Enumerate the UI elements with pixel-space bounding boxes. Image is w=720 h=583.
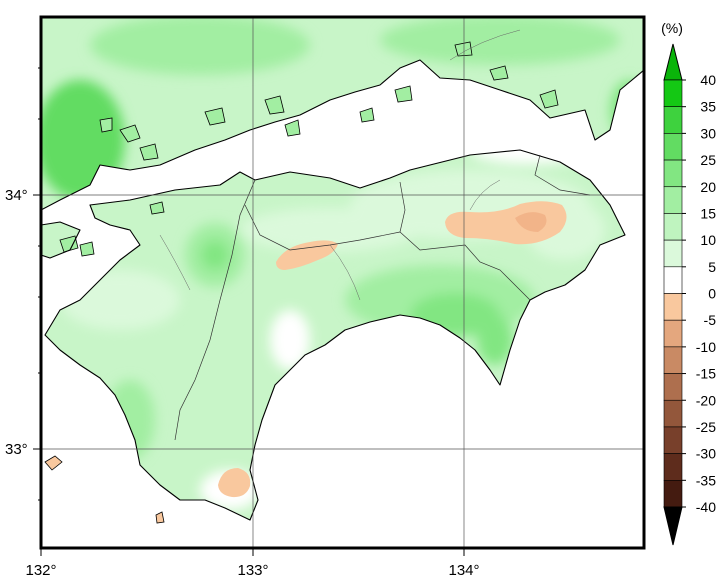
colorbar-swatch xyxy=(663,373,683,401)
colorbar-swatch xyxy=(663,293,683,321)
lon-tick-label: 132° xyxy=(25,562,56,579)
rivers xyxy=(159,29,521,301)
colorbar-label: -10 xyxy=(696,339,716,355)
frame-ticks xyxy=(33,67,465,556)
colorbar-label: 0 xyxy=(708,286,716,302)
lon-tick-label: 133° xyxy=(237,562,268,579)
colorbar-label: 10 xyxy=(700,232,716,248)
colorbar-label: 20 xyxy=(700,179,716,195)
colorbar-swatch xyxy=(663,480,683,508)
colorbar-label: -15 xyxy=(696,366,716,382)
lon-tick-labels: 132° 133° 134° xyxy=(25,562,479,579)
land-surface xyxy=(41,17,644,520)
lat-tick-labels: 34° 33° xyxy=(5,187,28,458)
lat-tick-label: 34° xyxy=(5,187,28,204)
colorbar-swatch xyxy=(663,186,683,214)
colorbar-top-arrow xyxy=(663,43,683,81)
map-frame xyxy=(39,15,646,550)
colorbar: (%) 40 35 30 25 20 15 10 5 0 -5 -10 -15 -20 -25 -30 -35… xyxy=(661,20,716,546)
colorbar-swatch xyxy=(663,346,683,374)
colorbar-swatch xyxy=(663,213,683,241)
colorbar-label: 5 xyxy=(708,259,716,275)
colorbar-labels: 40 35 30 25 20 15 10 5 0 -5 -10 -15 -20 -25 -30 -35 -40 xyxy=(682,72,716,515)
colorbar-label: -40 xyxy=(696,499,716,515)
colorbar-swatch xyxy=(663,266,683,294)
colorbar-swatches xyxy=(663,43,683,546)
graticule xyxy=(41,17,644,548)
colorbar-swatch xyxy=(663,79,683,107)
coastlines xyxy=(41,59,644,521)
lat-tick-label: 33° xyxy=(5,441,28,458)
prefecture-boundaries xyxy=(174,154,591,441)
colorbar-label: 40 xyxy=(700,72,716,88)
colorbar-label: 25 xyxy=(700,152,716,168)
colorbar-swatch xyxy=(663,239,683,268)
colorbar-swatch xyxy=(663,426,683,454)
colorbar-swatch xyxy=(663,399,683,428)
colorbar-swatch xyxy=(663,133,683,161)
negative-anomaly-zones xyxy=(218,201,567,498)
colorbar-label: -25 xyxy=(696,419,716,435)
colorbar-label: 35 xyxy=(700,99,716,115)
colorbar-swatch xyxy=(663,453,683,481)
colorbar-label: -5 xyxy=(704,312,717,328)
colorbar-label: 15 xyxy=(700,205,716,221)
colorbar-label: 30 xyxy=(700,125,716,141)
colorbar-swatch xyxy=(663,159,683,188)
colorbar-label: -20 xyxy=(696,392,716,408)
colorbar-swatch xyxy=(663,106,683,134)
colorbar-label: -35 xyxy=(696,472,716,488)
colorbar-label: -30 xyxy=(696,446,716,462)
lon-tick-label: 134° xyxy=(448,562,479,579)
colorbar-bottom-arrow xyxy=(663,506,683,546)
colorbar-swatch xyxy=(663,319,683,348)
island-cluster xyxy=(59,41,559,257)
colorbar-unit: (%) xyxy=(661,20,683,36)
